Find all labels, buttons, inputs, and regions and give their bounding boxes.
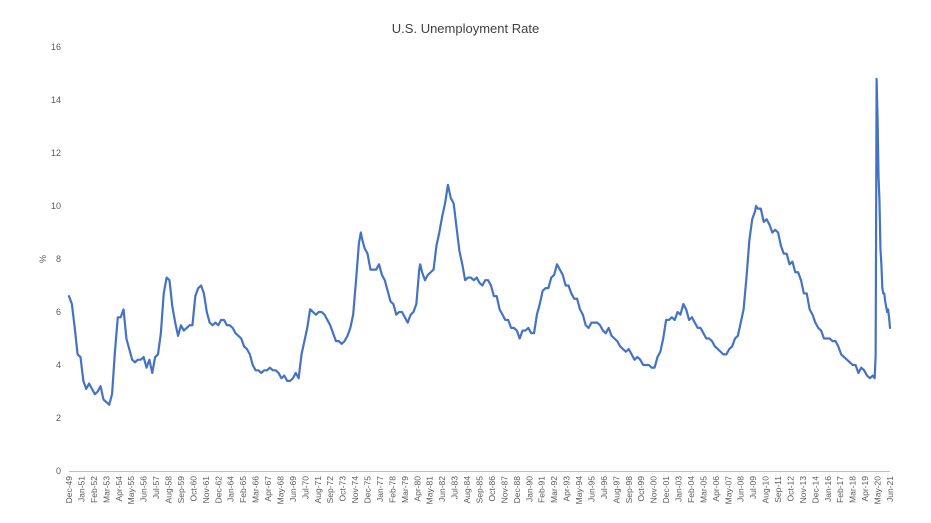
x-tick-label: Nov-13 — [798, 476, 808, 504]
x-tick-label: Jun-69 — [288, 476, 298, 502]
x-tick-label: Jun-95 — [586, 476, 596, 502]
x-tick-label: Apr-19 — [860, 476, 870, 502]
x-tick-label: Jul-96 — [599, 476, 609, 499]
y-tick-label: 16 — [51, 42, 61, 52]
x-tick-label: Jan-90 — [524, 476, 534, 502]
x-tick-label: Jul-09 — [748, 476, 758, 499]
x-tick-label: Oct-99 — [636, 476, 646, 502]
x-tick-label: Sep-85 — [475, 476, 485, 504]
unemployment-rate-line — [67, 77, 892, 406]
series-group — [67, 77, 892, 406]
x-tick-label: Mar-53 — [101, 476, 111, 503]
x-tick-label: Mar-18 — [848, 476, 858, 503]
x-tick-label: Sep-72 — [325, 476, 335, 504]
x-tick-label: Feb-91 — [537, 476, 547, 503]
x-tick-label: Jan-16 — [823, 476, 833, 502]
x-tick-label: Dec-62 — [213, 476, 223, 504]
x-tick-label: Aug-71 — [313, 476, 323, 504]
y-tick-label: 6 — [56, 307, 61, 317]
x-tick-label: Apr-93 — [562, 476, 572, 502]
x-tick-label: Apr-54 — [114, 476, 124, 502]
x-tick-label: May-20 — [873, 476, 883, 505]
x-tick-label: Jul-83 — [450, 476, 460, 499]
x-tick-label: Dec-01 — [661, 476, 671, 504]
x-tick-label: Jun-56 — [139, 476, 149, 502]
x-tick-label: Dec-49 — [64, 476, 74, 504]
x-tick-label: May-94 — [574, 476, 584, 505]
y-tick-label: 8 — [56, 254, 61, 264]
x-tick-label: May-81 — [425, 476, 435, 505]
chart-title: U.S. Unemployment Rate — [391, 21, 540, 36]
x-tick-label: Jul-70 — [300, 476, 310, 499]
x-tick-label: May-55 — [126, 476, 136, 505]
x-tick-label: May-07 — [723, 476, 733, 505]
x-tick-label: Feb-04 — [686, 476, 696, 503]
x-tick-label: Feb-78 — [387, 476, 397, 503]
x-tick-label: Jan-64 — [226, 476, 236, 502]
y-tick-label: 14 — [51, 95, 61, 105]
x-tick-label: Nov-74 — [350, 476, 360, 504]
x-tick-label: Nov-00 — [649, 476, 659, 504]
y-tick-label: 10 — [51, 201, 61, 211]
x-tick-label: Apr-06 — [711, 476, 721, 502]
x-tick-label: Nov-87 — [499, 476, 509, 504]
x-tick-label: Dec-14 — [810, 476, 820, 504]
x-tick-label: Sep-59 — [176, 476, 186, 504]
x-tick-label: Apr-80 — [412, 476, 422, 502]
x-tick-label: Dec-75 — [363, 476, 373, 504]
x-tick-label: Jun-82 — [437, 476, 447, 502]
x-tick-label: May-68 — [275, 476, 285, 505]
x-tick-label: Dec-88 — [512, 476, 522, 504]
x-tick-label: Sep-11 — [773, 476, 783, 503]
x-tick-label: Mar-92 — [549, 476, 559, 503]
x-tick-label: Aug-10 — [761, 476, 771, 504]
x-tick-label: Oct-86 — [487, 476, 497, 502]
x-tick-label: Jan-77 — [375, 476, 385, 502]
y-axis-label: % — [38, 255, 48, 263]
y-axis: 0 2 4 6 8 10 12 14 16% — [38, 42, 61, 476]
x-tick-label: Apr-67 — [263, 476, 273, 502]
x-tick-label: Mar-66 — [251, 476, 261, 503]
x-tick-label: Jan-51 — [76, 476, 86, 502]
x-tick-label: Jun-08 — [736, 476, 746, 502]
x-tick-label: Feb-52 — [89, 476, 99, 503]
x-tick-label: Aug-97 — [611, 476, 621, 504]
x-tick-label: Feb-65 — [238, 476, 248, 503]
x-tick-label: Jan-03 — [674, 476, 684, 502]
x-tick-label: Oct-12 — [785, 476, 795, 502]
x-tick-label: Oct-60 — [188, 476, 198, 502]
y-tick-label: 12 — [51, 148, 61, 158]
x-tick-label: Sep-98 — [624, 476, 634, 504]
y-tick-label: 4 — [56, 360, 61, 370]
y-tick-label: 2 — [56, 413, 61, 423]
x-tick-label: Feb-17 — [835, 476, 845, 503]
x-tick-label: Nov-61 — [201, 476, 211, 504]
x-tick-label: Mar-79 — [400, 476, 410, 503]
x-tick-label: Jul-57 — [151, 476, 161, 499]
x-tick-label: Oct-73 — [338, 476, 348, 502]
x-axis: Dec-49 Jan-51 Feb-52 Mar-53 Apr-54 May-55 Jun-… — [64, 471, 895, 505]
y-tick-label: 0 — [56, 466, 61, 476]
x-tick-label: Aug-84 — [462, 476, 472, 504]
x-tick-label: Aug-58 — [164, 476, 174, 504]
x-tick-label: Jun-21 — [885, 476, 895, 502]
x-tick-label: Mar-05 — [698, 476, 708, 503]
